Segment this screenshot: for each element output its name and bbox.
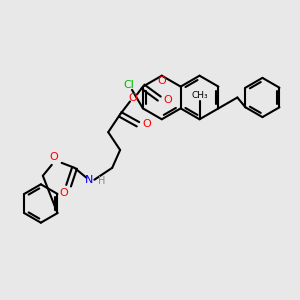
- Text: N: N: [85, 175, 94, 185]
- Text: O: O: [164, 94, 172, 105]
- Text: CH₃: CH₃: [191, 91, 208, 100]
- Text: H: H: [98, 176, 105, 186]
- Text: O: O: [142, 119, 151, 129]
- Text: Cl: Cl: [124, 80, 134, 90]
- Text: O: O: [50, 152, 58, 162]
- Text: O: O: [59, 188, 68, 198]
- Text: O: O: [129, 94, 137, 103]
- Text: O: O: [158, 76, 166, 85]
